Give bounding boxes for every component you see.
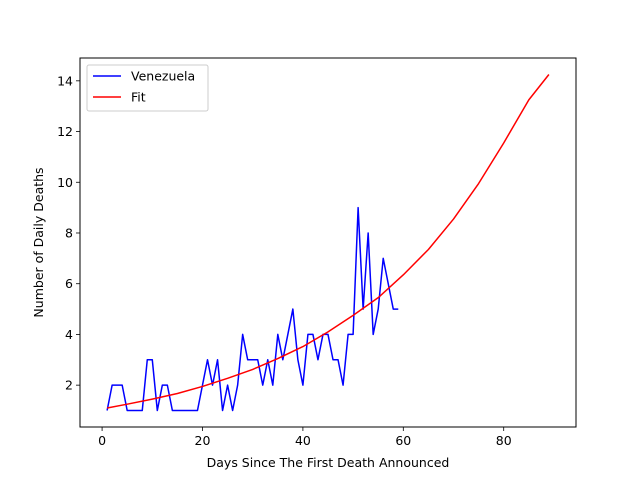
legend-label-fit: Fit: [131, 90, 146, 105]
y-tick-label: 14: [57, 73, 73, 88]
y-axis-ticks: 2 4 6 8 10 12 14: [57, 73, 80, 393]
x-axis-label: Days Since The First Death Announced: [207, 455, 450, 470]
plot-area-frame: [79, 57, 577, 428]
series-line-venezuela: [106, 206, 399, 412]
y-tick-label: 12: [57, 124, 73, 139]
plot-lines: [106, 74, 550, 412]
y-tick-label: 10: [57, 175, 73, 190]
x-tick-label: 40: [295, 433, 311, 448]
x-tick-label: 20: [195, 433, 211, 448]
y-axis-label: Number of Daily Deaths: [31, 167, 46, 317]
legend-label-venezuela: Venezuela: [131, 69, 195, 84]
y-tick-label: 8: [65, 225, 73, 240]
y-tick-label: 6: [65, 276, 73, 291]
y-tick-label: 2: [65, 378, 73, 393]
legend: Venezuela Fit: [86, 64, 209, 112]
series-line-fit: [106, 74, 550, 409]
x-axis-ticks: 0 20 40 60 80: [98, 427, 512, 448]
y-tick-label: 4: [65, 327, 73, 342]
x-tick-label: 80: [496, 433, 512, 448]
x-tick-label: 60: [395, 433, 411, 448]
x-tick-label: 0: [98, 433, 106, 448]
